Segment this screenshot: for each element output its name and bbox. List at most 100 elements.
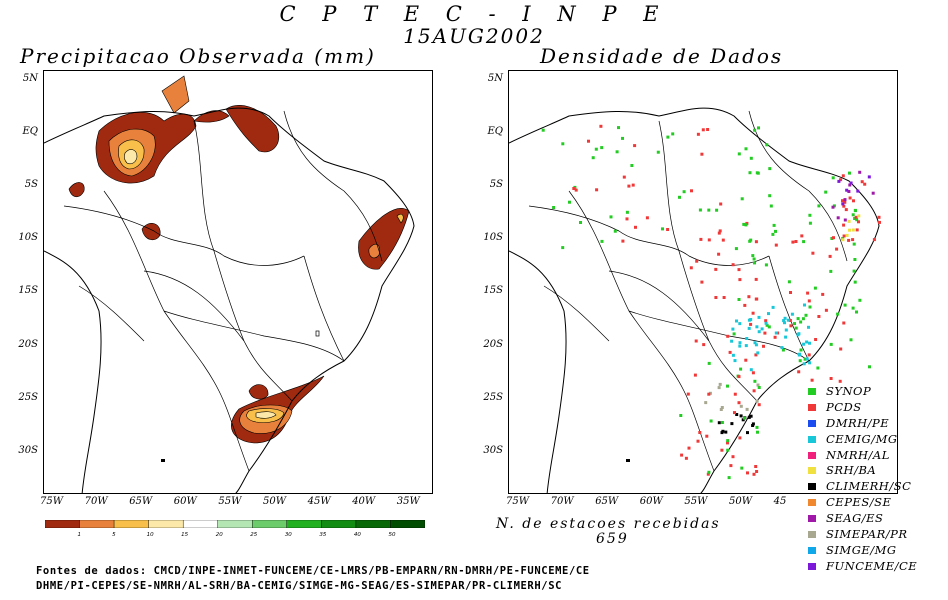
legend-swatch — [808, 419, 816, 427]
station-marker — [728, 350, 732, 354]
station-marker — [754, 465, 758, 468]
station-marker — [852, 242, 856, 246]
station-markers — [541, 124, 881, 480]
colorbar-cell — [182, 520, 218, 528]
station-marker — [745, 407, 749, 411]
station-marker — [721, 429, 725, 433]
station-marker — [837, 179, 841, 183]
station-marker — [717, 231, 721, 235]
station-marker — [790, 312, 794, 316]
legend-label: SRH/BA — [826, 463, 877, 478]
station-marker — [839, 178, 843, 182]
station-marker — [744, 358, 748, 362]
precipitation-map — [43, 70, 433, 494]
station-marker — [752, 472, 756, 476]
station-marker — [794, 326, 798, 330]
station-marker — [863, 182, 867, 186]
station-marker — [729, 464, 733, 468]
left-lon-label: 50W — [263, 496, 287, 507]
station-marker — [749, 322, 753, 326]
station-marker — [733, 359, 737, 363]
station-marker — [739, 414, 743, 418]
station-marker — [748, 171, 752, 175]
station-marker — [797, 370, 801, 374]
legend-swatch — [808, 515, 816, 523]
stations-received-count: 659 — [596, 531, 629, 547]
station-marker — [696, 132, 700, 136]
colorbar-cell — [113, 520, 149, 528]
station-marker — [708, 391, 712, 395]
station-marker — [802, 342, 806, 346]
station-marker — [867, 175, 871, 179]
station-marker — [789, 291, 792, 294]
station-marker — [732, 332, 736, 336]
left-lat-label: 5N — [22, 73, 38, 84]
coastline-left — [44, 107, 415, 493]
station-marker — [686, 392, 690, 396]
station-marker — [666, 228, 670, 231]
colorbar-cell — [355, 520, 391, 528]
station-marker — [855, 310, 858, 314]
station-marker — [807, 325, 810, 329]
left-lat-label: 10S — [18, 232, 38, 243]
station-marker — [843, 303, 847, 307]
station-marker — [722, 296, 726, 299]
station-marker — [757, 330, 761, 334]
left-lon-label: 40W — [352, 496, 376, 507]
precipitation-map-svg — [44, 75, 415, 493]
left-lat-label: EQ — [22, 126, 39, 137]
station-marker — [707, 238, 711, 242]
station-marker — [755, 470, 759, 473]
station-marker — [737, 268, 741, 272]
right-lat-label: 30S — [483, 445, 503, 456]
colorbar-tick-label: 40 — [353, 532, 361, 538]
station-marker — [829, 269, 833, 273]
station-marker — [763, 331, 767, 335]
colorbar-tick-label: 5 — [112, 532, 116, 538]
station-marker — [755, 425, 759, 429]
station-marker — [615, 150, 619, 154]
station-marker — [738, 436, 742, 440]
data-sources-line1: Fontes de dados: CMCD/INPE-INMET-FUNCEME… — [36, 565, 590, 577]
station-marker — [752, 389, 756, 393]
left-lon-label: 45W — [307, 496, 331, 507]
left-lon-label: 35W — [396, 496, 420, 507]
station-marker — [853, 280, 857, 284]
station-marker — [707, 208, 711, 212]
station-marker — [707, 392, 711, 396]
station-marker — [842, 223, 846, 227]
station-marker — [808, 341, 811, 345]
station-marker — [682, 190, 686, 194]
station-marker — [733, 411, 736, 415]
station-marker — [854, 215, 858, 219]
station-marker — [851, 238, 855, 242]
station-marker — [756, 351, 760, 355]
station-marker — [810, 378, 814, 382]
station-marker — [714, 267, 718, 271]
station-marker — [851, 213, 855, 217]
stations-received-label: N. de estacoes recebidas — [496, 516, 721, 532]
station-marker — [838, 379, 842, 383]
station-marker — [745, 337, 749, 340]
station-marker — [849, 338, 853, 342]
station-marker — [754, 353, 758, 357]
station-marker — [680, 453, 684, 457]
station-marker — [609, 215, 613, 219]
station-marker — [835, 247, 839, 251]
right-lat-label: 25S — [483, 392, 503, 403]
station-marker — [783, 316, 787, 320]
station-marker — [705, 434, 709, 438]
station-marker — [852, 199, 855, 203]
station-marker — [726, 448, 730, 452]
colorbar-tick-label: 30 — [284, 532, 292, 538]
station-marker — [767, 325, 771, 329]
station-marker — [797, 353, 801, 357]
station-marker — [740, 197, 744, 201]
station-marker — [764, 319, 768, 323]
station-marker — [789, 324, 793, 328]
station-marker — [796, 317, 800, 321]
colorbar-cell — [148, 520, 184, 528]
right-lon-label: 55W — [684, 496, 708, 507]
left-lon-label: 70W — [84, 496, 108, 507]
station-marker — [678, 195, 681, 199]
